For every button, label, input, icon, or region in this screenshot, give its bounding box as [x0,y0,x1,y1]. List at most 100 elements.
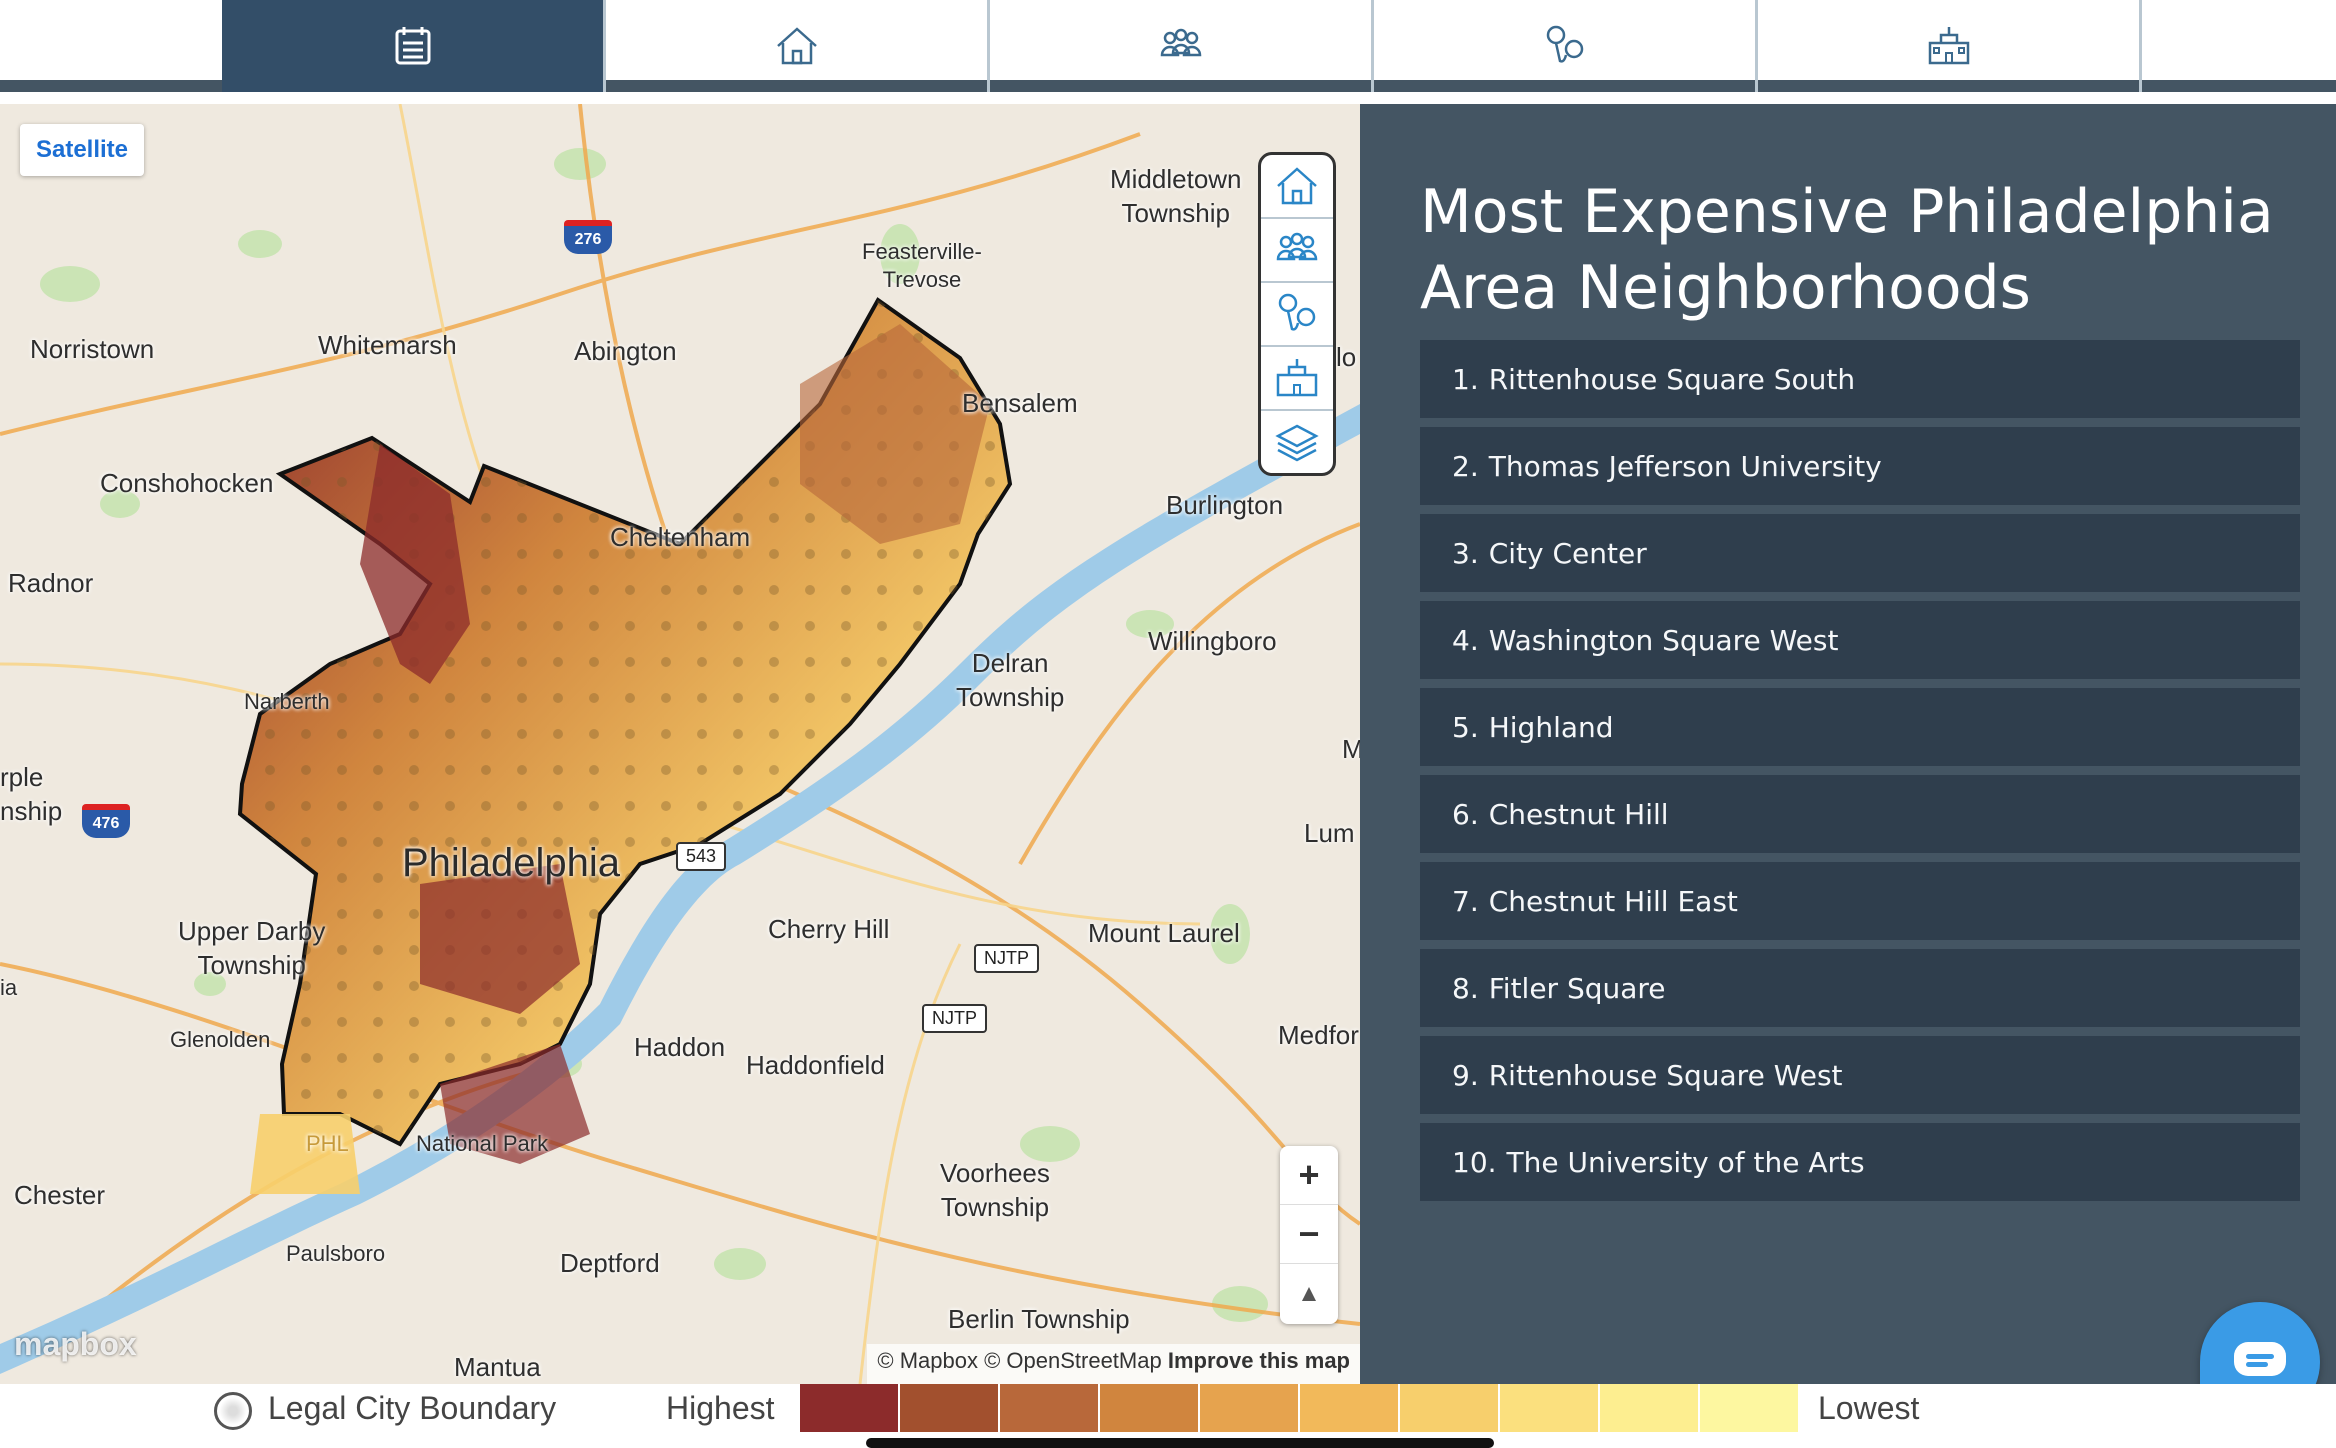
rank-number: 9. [1452,1058,1479,1092]
rank-number: 2. [1452,449,1479,483]
map-label-norristown: Norristown [30,334,155,364]
list-item[interactable]: 3. City Center [1420,514,2300,592]
layer-schools-button[interactable] [1261,347,1333,411]
legend-swatch-6 [1300,1384,1400,1432]
map-label-whitemarsh: Whitemarsh [318,330,457,360]
rank-number: 6. [1452,797,1479,831]
map-label-paulsboro: Paulsboro [286,1241,386,1266]
people-group-icon [1160,28,1201,57]
neighborhood-name: Highland [1488,710,1614,744]
map-label-cheltenham: Cheltenham [610,522,751,552]
legend-swatch-2 [900,1384,1000,1432]
map-label-deptford: Deptford [560,1248,660,1278]
layer-places-button[interactable] [1261,283,1333,347]
list-item[interactable]: 7. Chestnut Hill East [1420,862,2300,940]
legend-swatch-4 [1100,1384,1200,1432]
interstate-476-shield: 476 [82,804,130,838]
njtp-label-1: NJTP [974,944,1039,973]
map-label-mount-laurel: Mount Laurel [1088,918,1240,948]
legend-swatch-1 [800,1384,900,1432]
tab-schools[interactable] [1758,0,2142,92]
list-item[interactable]: 10. The University of the Arts [1420,1123,2300,1201]
neighborhood-name: The University of the Arts [1506,1145,1865,1179]
legend-swatch-7 [1400,1384,1500,1432]
neighborhood-name: Washington Square West [1488,623,1839,657]
map-label-rple: rple nship [0,762,63,826]
map-label-national-park: National Park [416,1131,549,1156]
list-item[interactable]: 5. Highland [1420,688,2300,766]
rankings-sidebar: Most Expensive Philadelphia Area Neighbo… [1360,104,2336,1384]
map-label-willingboro: Willingboro [1148,626,1277,656]
layer-homes-button[interactable] [1261,155,1333,219]
map-label-glenolden: Glenolden [170,1027,271,1052]
legend-swatch-5 [1200,1384,1300,1432]
list-item[interactable]: 9. Rittenhouse Square West [1420,1036,2300,1114]
map-view[interactable]: Satellite Middletown Township Feastervil… [0,104,1360,1384]
neighborhood-name: Chestnut Hill East [1488,884,1738,918]
map-label-haddon: Haddon [634,1032,726,1062]
city-boundary-icon [214,1392,252,1430]
map-label-upper-darby: Upper Darby Township [178,916,326,980]
rank-number: 3. [1452,536,1479,570]
neighborhood-ranking-list: 1. Rittenhouse Square South 2. Thomas Jeff… [1420,340,2300,1210]
mapbox-logo[interactable]: mapbox [14,1326,137,1362]
legend-swatch-10 [1700,1384,1800,1432]
list-item[interactable]: 6. Chestnut Hill [1420,775,2300,853]
zoom-in-button[interactable]: + [1280,1146,1338,1205]
tab-people[interactable] [990,0,1374,92]
compass-reset-button[interactable]: ▲ [1297,1279,1321,1307]
map-label-voorhees: Voorhees Township [940,1158,1050,1222]
map-label-burlington: Burlington [1166,490,1284,520]
zoom-out-button[interactable]: − [1280,1205,1338,1264]
rank-number: 5. [1452,710,1479,744]
map-pins-icon [1278,293,1316,331]
list-item[interactable]: 4. Washington Square West [1420,601,2300,679]
map-label-berlin: Berlin Township [948,1304,1130,1334]
legend-lowest-label: Lowest [1818,1390,1920,1426]
satellite-toggle-button[interactable]: Satellite [20,124,144,176]
map-label-radnor: Radnor [8,568,94,598]
neighborhood-name: Chestnut Hill [1488,797,1669,831]
route-543-label: 543 [676,842,727,871]
map-label-abington: Abington [574,336,677,366]
tab-places[interactable] [1374,0,1758,92]
list-item[interactable]: 8. Fitler Square [1420,949,2300,1027]
people-group-icon [1276,232,1318,261]
map-label-chester: Chester [14,1180,106,1210]
map-label-conshohocken: Conshohocken [100,468,274,498]
map-label-medfor: Medfor [1278,1020,1359,1050]
map-label-feasterville: Feasterville- Trevose [862,239,982,292]
attribution-text[interactable]: © Mapbox © OpenStreetMap [877,1348,1162,1373]
map-label-philadelphia: Philadelphia [402,841,620,885]
improve-map-link[interactable]: Improve this map [1167,1348,1350,1373]
map-legend: Legal City Boundary Highest Lowest [0,1384,2336,1448]
rank-number: 4. [1452,623,1479,657]
list-item[interactable]: 2. Thomas Jefferson University [1420,427,2300,505]
map-label-mantua: Mantua [454,1352,541,1382]
map-label-phl: PHL [306,1131,349,1156]
top-tab-bar [0,0,2336,92]
interstate-276-shield: 276 [564,220,612,254]
school-building-icon [1276,359,1318,397]
layer-people-button[interactable] [1261,219,1333,283]
map-label-lum: Lum [1304,818,1355,848]
map-pins-icon [1546,25,1583,63]
rank-number: 7. [1452,884,1479,918]
legend-highest-label: Highest [666,1390,775,1426]
legend-swatch-9 [1600,1384,1700,1432]
map-label-cherry-hill: Cherry Hill [768,914,890,944]
map-layer-controls [1258,152,1336,476]
rank-number: 10. [1452,1145,1497,1179]
tab-homes[interactable] [606,0,990,92]
zoom-controls: + − ▲ [1280,1146,1338,1324]
layer-stack-button[interactable] [1261,411,1333,475]
tab-neighborhood-rankings[interactable] [222,0,606,92]
home-icon [1277,167,1317,205]
list-item[interactable]: 1. Rittenhouse Square South [1420,340,2300,418]
neighborhood-name: Thomas Jefferson University [1488,449,1882,483]
rank-number: 8. [1452,971,1479,1005]
neighborhood-name: City Center [1488,536,1647,570]
map-attribution: © Mapbox © OpenStreetMap Improve this ma… [867,1344,1360,1384]
home-indicator-bar [866,1438,1494,1448]
map-label-ia-edge: ia [0,975,18,1000]
